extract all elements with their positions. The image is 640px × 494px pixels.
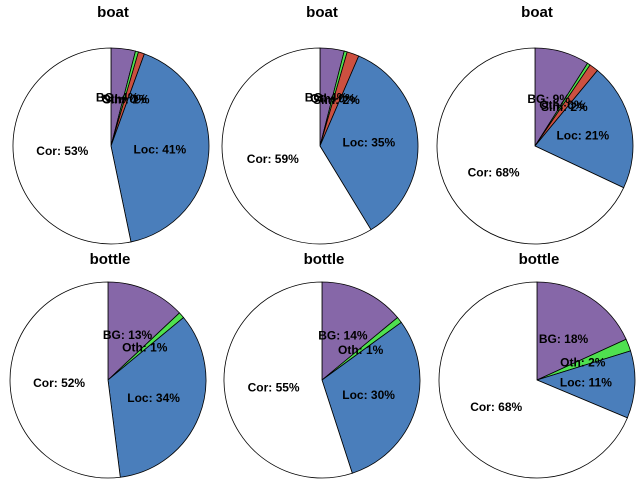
slice-cor bbox=[223, 281, 353, 479]
slice-cor bbox=[436, 47, 625, 245]
slice-cor bbox=[9, 281, 121, 479]
slice-label-loc: Loc: 34% bbox=[127, 391, 180, 405]
slice-loc bbox=[107, 316, 207, 478]
slice-label-cor: Cor: 68% bbox=[468, 165, 520, 179]
slice-label-loc: Loc: 21% bbox=[556, 128, 609, 142]
slice-loc bbox=[534, 69, 634, 189]
pie-3: boat BG: 9%Oth: 0%Sim: 2% Loc: 21% Cor: 68% bbox=[436, 4, 634, 245]
pie-title: boat bbox=[521, 4, 553, 21]
slice-label-loc: Loc: 30% bbox=[342, 388, 395, 402]
slice-label-oth: Oth: 1% bbox=[122, 341, 168, 355]
pie-5: bottle BG: 14%Oth: 1% Loc: 30% Cor: 55% bbox=[223, 251, 421, 479]
slice-cor bbox=[438, 281, 628, 479]
slice-bg bbox=[536, 281, 627, 381]
slice-loc bbox=[319, 55, 419, 231]
slice-label-oth: Oth: 0% bbox=[310, 92, 356, 106]
pie-title: bottle bbox=[519, 251, 560, 268]
slice-label-cor: Cor: 59% bbox=[247, 152, 299, 166]
slice-label-loc: Loc: 35% bbox=[343, 136, 396, 150]
pie-6: bottle BG: 18% Oth: 2% Loc: 11% Cor: 68% bbox=[438, 251, 636, 479]
slice-label-loc: Loc: 41% bbox=[134, 143, 187, 157]
slice-label-sim: Sim: 1% bbox=[103, 92, 150, 106]
slice-label-bg: BG: 4% bbox=[96, 90, 139, 104]
slice-loc bbox=[535, 350, 636, 419]
slice-label-bg: BG: 13% bbox=[103, 328, 153, 342]
slice-label-loc: Loc: 11% bbox=[560, 375, 612, 389]
slice-label-bg: BG: 9% bbox=[527, 92, 570, 106]
slice-label-cor: Cor: 55% bbox=[248, 381, 300, 395]
slice-label-bg: BG: 4% bbox=[305, 90, 348, 104]
slice-loc bbox=[110, 53, 210, 243]
slice-cor bbox=[221, 47, 372, 245]
slice-label-oth: Oth: 0% bbox=[101, 92, 147, 106]
slice-label-cor: Cor: 53% bbox=[36, 144, 88, 158]
slice-label-bg: BG: 14% bbox=[318, 329, 368, 343]
pie-title: bottle bbox=[90, 251, 131, 268]
slice-label-sim: Sim: 2% bbox=[541, 100, 588, 114]
slice-label-cor: Cor: 68% bbox=[470, 400, 522, 414]
slice-bg bbox=[107, 281, 181, 381]
pie-title: boat bbox=[306, 4, 338, 21]
slice-label-oth: Oth: 0% bbox=[539, 98, 585, 112]
slice-label-oth: Oth: 1% bbox=[338, 343, 384, 357]
slice-bg bbox=[321, 281, 399, 381]
pie-1: boat BG: 4%Oth: 0%Sim: 1% Loc: 41% Cor: 53% bbox=[12, 4, 210, 245]
slice-label-oth: Oth: 2% bbox=[560, 356, 606, 370]
slice-label-cor: Cor: 52% bbox=[33, 376, 85, 390]
pie-title: bottle bbox=[304, 251, 345, 268]
pie-title: boat bbox=[97, 4, 129, 21]
pie-2: boat BG: 4%Oth: 0%Sim: 2% Loc: 35% Cor: 59% bbox=[221, 4, 419, 245]
slice-label-sim: Sim: 2% bbox=[313, 93, 360, 107]
pie-4: bottle BG: 13%Oth: 1% Loc: 34% Cor: 52% bbox=[9, 251, 207, 479]
slice-label-bg: BG: 18% bbox=[539, 332, 589, 346]
slice-loc bbox=[321, 321, 421, 474]
slice-cor bbox=[12, 47, 132, 245]
